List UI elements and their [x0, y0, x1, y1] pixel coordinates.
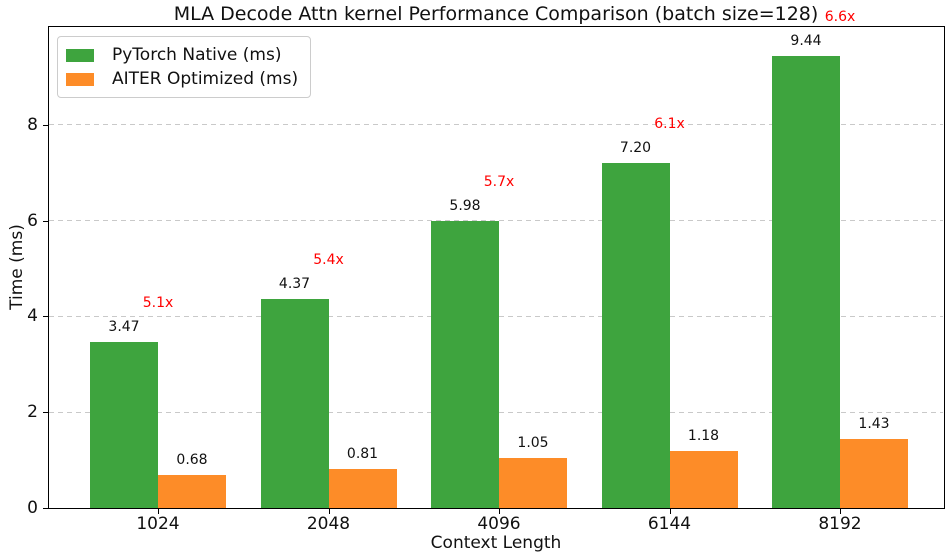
- speedup-annotation: 5.7x: [483, 174, 515, 191]
- bar-value-label: 1.18: [687, 428, 720, 445]
- aiter-bar: [840, 439, 908, 508]
- y-tick-label: 0: [27, 498, 38, 518]
- pytorch-bar: [260, 298, 329, 508]
- aiter-bar: [499, 457, 567, 508]
- x-tick-mark: [328, 509, 330, 514]
- pytorch-bar: [90, 341, 158, 508]
- x-tick-mark: [158, 509, 159, 514]
- speedup-annotation: 5.4x: [313, 251, 344, 268]
- pytorch-bar: [431, 221, 499, 508]
- legend-label: PyTorch Native (ms): [112, 45, 282, 65]
- y-tick-mark: [43, 316, 48, 318]
- gridline: [49, 124, 943, 126]
- bar-value-label: 9.44: [790, 32, 822, 49]
- bar-value-label: 0.81: [346, 446, 379, 463]
- aiter-bar: [669, 451, 738, 508]
- y-axis-title: Time (ms): [7, 224, 27, 310]
- y-tick-label: 2: [27, 402, 38, 423]
- x-axis-title: Context Length: [430, 533, 562, 553]
- x-tick-mark: [840, 509, 841, 514]
- x-tick-label: 6144: [647, 514, 692, 534]
- bar-value-label: 1.05: [517, 434, 549, 451]
- pytorch-series-swatch: [66, 48, 94, 62]
- bar-value-label: 4.37: [278, 275, 311, 292]
- gridline: [49, 220, 943, 222]
- x-tick-mark: [499, 509, 500, 514]
- y-tick-mark: [43, 220, 48, 222]
- speedup-annotation: 6.1x: [654, 116, 685, 133]
- x-tick-label: 4096: [477, 514, 521, 534]
- y-tick-label: 8: [27, 114, 38, 135]
- legend: PyTorch Native (ms) AITER Optimized (ms): [57, 36, 312, 98]
- y-tick-mark: [43, 508, 48, 509]
- bar-value-label: 0.68: [176, 452, 208, 469]
- y-tick-label: 6: [27, 210, 38, 231]
- x-tick-mark: [669, 509, 671, 514]
- y-tick-mark: [43, 124, 48, 126]
- x-tick-label: 8192: [818, 514, 862, 534]
- x-tick-label: 1024: [136, 514, 180, 534]
- bar-value-label: 3.47: [108, 318, 140, 335]
- aiter-series-swatch: [66, 72, 94, 86]
- x-tick-label: 2048: [306, 514, 351, 534]
- y-tick-label: 4: [27, 306, 38, 327]
- legend-label: AITER Optimized (ms): [112, 69, 299, 89]
- pytorch-bar: [601, 163, 670, 508]
- bar-value-label: 1.43: [858, 416, 890, 433]
- y-tick-mark: [43, 412, 48, 414]
- aiter-bar: [158, 475, 226, 508]
- chart-title: MLA Decode Attn kernel Performance Compa…: [173, 3, 819, 25]
- plot-area-frame: [48, 26, 945, 509]
- pytorch-bar: [772, 55, 840, 508]
- bar-value-label: 7.20: [619, 140, 652, 157]
- legend-entry-aiter: AITER Optimized (ms): [66, 67, 298, 91]
- speedup-annotation: 6.6x: [824, 8, 856, 25]
- aiter-bar: [328, 469, 397, 508]
- bar-value-label: 5.98: [449, 198, 481, 215]
- speedup-annotation: 5.1x: [142, 294, 174, 311]
- legend-entry-pytorch: PyTorch Native (ms): [66, 43, 298, 67]
